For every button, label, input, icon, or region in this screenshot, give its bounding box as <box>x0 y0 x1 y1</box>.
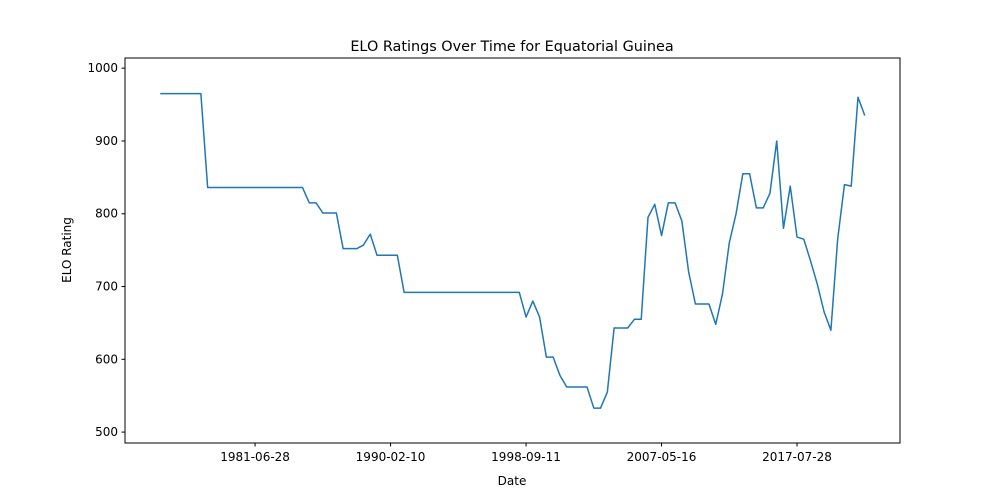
y-tick-label: 500 <box>95 425 118 439</box>
plot-frame <box>124 57 901 444</box>
chart-title: ELO Ratings Over Time for Equatorial Gui… <box>350 39 673 55</box>
y-axis-label: ELO Rating <box>60 217 74 283</box>
y-tick-label: 700 <box>95 280 118 294</box>
y-tick-label: 1000 <box>87 61 118 75</box>
y-tick-label: 800 <box>95 207 118 221</box>
x-tick-label: 1998-09-11 <box>491 450 561 464</box>
y-tick-label: 900 <box>95 134 118 148</box>
x-axis-label: Date <box>498 474 527 488</box>
x-tick-label: 1981-06-28 <box>220 450 290 464</box>
x-tick-label: 2007-05-16 <box>627 450 697 464</box>
y-tick-label: 600 <box>95 352 118 366</box>
x-tick-label: 1990-02-10 <box>356 450 426 464</box>
data-line <box>160 92 866 409</box>
x-tick-label: 2017-07-28 <box>762 450 832 464</box>
